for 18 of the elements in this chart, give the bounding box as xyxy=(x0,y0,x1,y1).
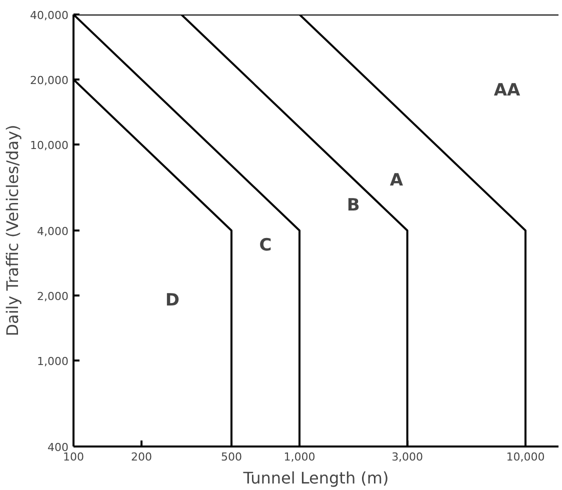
annotation: AA xyxy=(494,80,521,100)
annotation: A xyxy=(390,170,404,190)
y-tick-label: 1,000 xyxy=(37,355,69,368)
x-axis-title: Tunnel Length (m) xyxy=(242,468,389,488)
y-tick-label: 4,000 xyxy=(37,225,69,238)
x-tick-label: 500 xyxy=(220,450,242,464)
y-tick-label: 10,000 xyxy=(30,139,69,152)
x-tick-label: 3,000 xyxy=(392,450,424,464)
x-tick-label: 1,000 xyxy=(284,450,316,464)
x-tick-label: 200 xyxy=(131,450,152,464)
annotation: B xyxy=(346,196,360,216)
y-axis-title: Daily Traffic (Vehicles/day) xyxy=(3,124,22,336)
y-tick-label: 2,000 xyxy=(37,290,69,304)
x-tick-label: 10,000 xyxy=(506,450,545,464)
y-tick-label: 40,000 xyxy=(30,9,69,22)
annotation: D xyxy=(165,290,180,310)
y-tick-label: 20,000 xyxy=(30,74,69,88)
annotation: C xyxy=(259,236,272,256)
